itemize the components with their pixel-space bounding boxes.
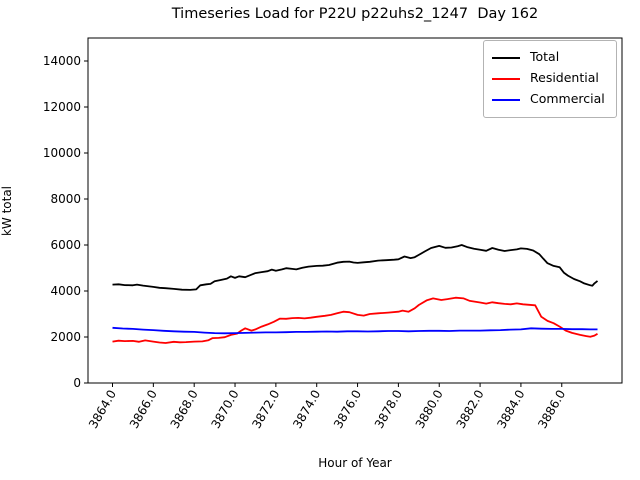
legend-item-total: Total — [492, 47, 608, 68]
legend-item-residential: Residential — [492, 68, 608, 89]
y-tick-label: 2000 — [50, 330, 81, 344]
y-tick-label: 6000 — [50, 238, 81, 252]
x-tick-label: 3868.0 — [168, 388, 201, 431]
x-tick-label: 3882.0 — [454, 388, 487, 431]
x-tick-label: 3870.0 — [209, 388, 242, 431]
x-tick-label: 3886.0 — [535, 388, 568, 431]
y-tick-label: 10000 — [43, 146, 81, 160]
x-tick-label: 3878.0 — [372, 388, 405, 431]
chart-title: Timeseries Load for P22U p22uhs2_1247 Da… — [171, 6, 539, 22]
x-axis-label: Hour of Year — [318, 456, 392, 470]
x-tick-label: 3876.0 — [331, 388, 364, 431]
legend-label-residential: Residential — [530, 70, 599, 86]
x-tick-label: 3884.0 — [494, 388, 527, 431]
axes-frame — [87, 37, 623, 384]
legend-item-commercial: Commercial — [492, 89, 608, 110]
x-tick-label: 3864.0 — [86, 388, 119, 431]
series-line-commercial — [112, 326, 598, 335]
x-tick-label: 3874.0 — [290, 388, 323, 431]
x-tick-label: 3880.0 — [413, 388, 446, 431]
legend: Total Residential Commercial — [483, 40, 617, 118]
legend-label-total: Total — [530, 49, 560, 65]
legend-label-commercial: Commercial — [530, 91, 605, 107]
series-line-total — [112, 244, 599, 291]
x-tick-label: 3872.0 — [249, 388, 282, 431]
y-tick-label: 0 — [73, 376, 81, 390]
total-line-swatch — [492, 56, 520, 59]
y-tick-label: 14000 — [43, 54, 81, 68]
y-axis-label: kW total — [0, 185, 14, 237]
x-tick-label: 3866.0 — [127, 388, 160, 431]
y-tick-label: 8000 — [50, 192, 81, 206]
residential-line-swatch — [492, 77, 520, 80]
commercial-line-swatch — [492, 98, 520, 101]
y-tick-label: 4000 — [50, 284, 81, 298]
series-line-residential — [112, 296, 598, 344]
y-tick-label: 12000 — [43, 100, 81, 114]
